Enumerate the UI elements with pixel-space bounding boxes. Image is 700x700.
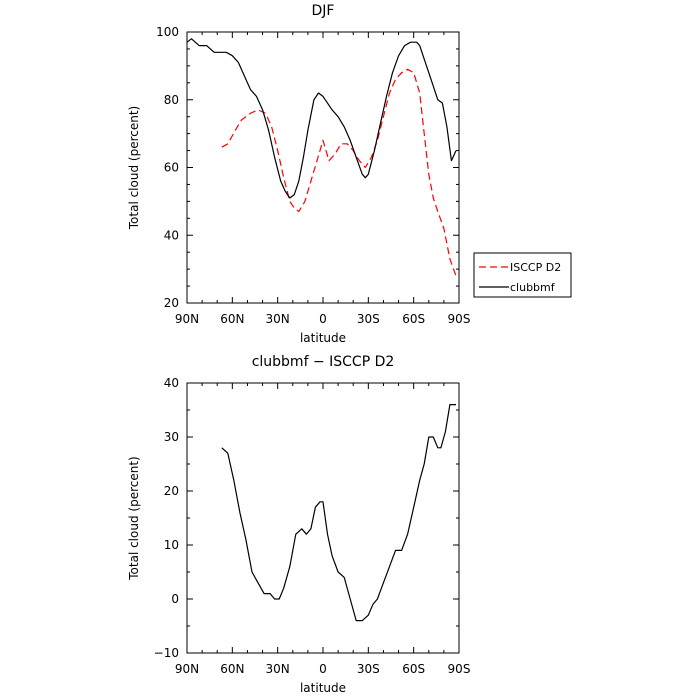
series-line-clubbmf <box>186 38 457 199</box>
x-tick-label: 60S <box>402 312 425 326</box>
chart-title: DJF <box>312 3 335 19</box>
y-tick-label: 20 <box>164 296 179 310</box>
x-tick-label: 60N <box>220 662 244 676</box>
x-tick-label: 90S <box>448 662 471 676</box>
y-tick-label: 0 <box>171 592 179 606</box>
x-tick-label: 90S <box>448 312 471 326</box>
y-axis-title: Total cloud (percent) <box>127 106 141 230</box>
x-axis-title: latitude <box>300 331 346 345</box>
x-tick-label: 90N <box>175 662 199 676</box>
x-tick-label: 30S <box>357 662 380 676</box>
y-tick-label: 40 <box>164 228 179 242</box>
x-tick-label: 0 <box>319 312 327 326</box>
chart-title: clubbmf − ISCCP D2 <box>252 354 395 370</box>
legend-box <box>473 252 572 298</box>
x-tick-label: 60S <box>402 662 425 676</box>
y-tick-label: 30 <box>164 430 179 444</box>
y-tick-label: 20 <box>164 484 179 498</box>
x-tick-label: 0 <box>319 662 327 676</box>
plot-frame <box>186 382 460 654</box>
plot-frame <box>186 31 460 304</box>
x-axis-title: latitude <box>300 681 346 695</box>
x-tick-label: 30N <box>266 662 290 676</box>
legend-label: clubbmf <box>510 281 556 294</box>
y-tick-label: 80 <box>164 93 179 107</box>
legend-label: ISCCP D2 <box>510 261 561 274</box>
series-line-difference <box>221 404 456 622</box>
legend: ISCCP D2 clubbmf <box>473 252 572 298</box>
y-tick-label: 100 <box>156 25 179 39</box>
y-tick-label: 60 <box>164 161 179 175</box>
x-tick-label: 30S <box>357 312 380 326</box>
x-tick-label: 90N <box>175 312 199 326</box>
y-axis-title: Total cloud (percent) <box>127 456 141 580</box>
y-tick-label: 10 <box>164 538 179 552</box>
bottom-panel-difference: clubbmf − ISCCP D2 90N 60N 30N 0 30S 60S 90S −10… <box>127 354 470 695</box>
x-tick-label: 30N <box>266 312 290 326</box>
series-line-isccp-d2 <box>221 68 457 277</box>
top-panel-djf: DJF 90N 60N 30N 0 30S 60S 90S 20 40 60 80 100 latitud… <box>127 3 470 345</box>
y-tick-label: 40 <box>164 376 179 390</box>
y-tick-label: −10 <box>154 646 179 660</box>
x-tick-label: 60N <box>220 312 244 326</box>
